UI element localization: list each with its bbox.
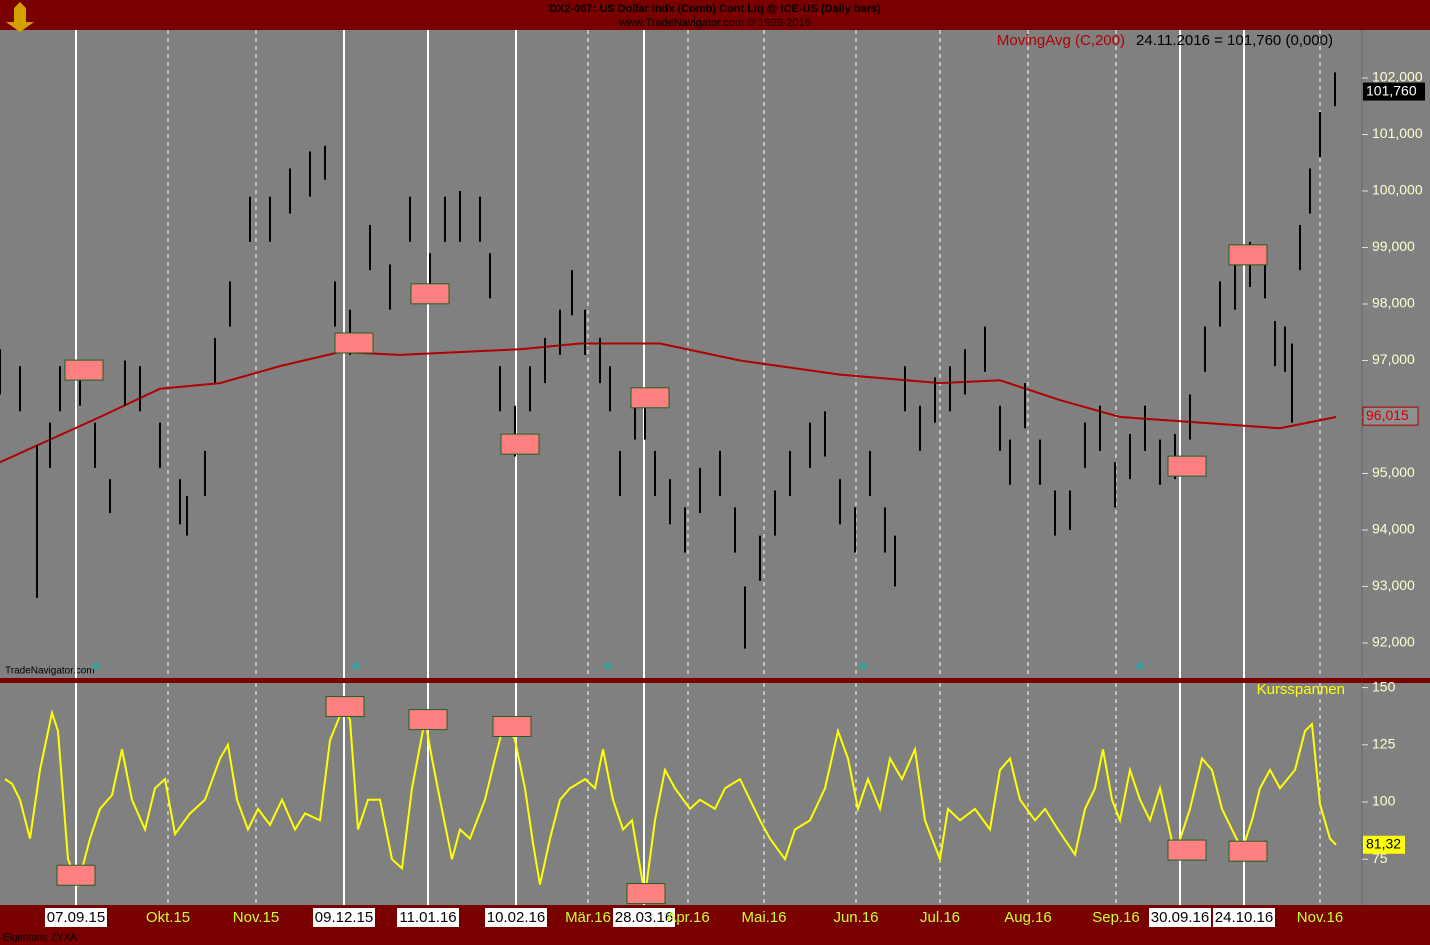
y-tick-label: 98,000	[1372, 295, 1415, 311]
event-markers	[91, 660, 1145, 669]
y-tick-label: 100	[1372, 793, 1396, 809]
x-tick-label: Jun.16	[833, 909, 878, 926]
y-tick-label: 100,000	[1372, 182, 1423, 198]
ma-value-box	[1362, 406, 1419, 426]
signal-box	[1167, 839, 1207, 861]
x-tick-label: Okt.15	[146, 909, 190, 926]
last-value-box	[1363, 82, 1425, 101]
y-tick-label: 99,000	[1372, 238, 1415, 254]
signal-box	[56, 864, 96, 886]
signal-box	[408, 709, 448, 731]
x-tick-label: 30.09.16	[1151, 909, 1209, 926]
moving-average	[0, 342, 1337, 464]
source: TradeNavigator.com	[5, 666, 95, 677]
last-value-label: 81,32	[1366, 835, 1401, 851]
x-tick-highlight	[397, 908, 459, 927]
y-tick-label: 95,000	[1372, 464, 1415, 480]
y-tick-label: 101,000	[1372, 125, 1423, 141]
price-panel	[0, 30, 1430, 678]
x-tick-label: 24.10.16	[1215, 909, 1273, 926]
signal-box	[1167, 455, 1207, 477]
x-tick-label: Nov.16	[1297, 909, 1343, 926]
legend-entry: Kursspannen	[1257, 681, 1345, 698]
oscillator-panel	[0, 683, 1430, 905]
y-tick-label: 150	[1372, 678, 1396, 694]
signal-box	[1228, 840, 1268, 862]
logo	[6, 2, 34, 32]
signal-box	[630, 387, 670, 409]
signal-box	[325, 696, 365, 718]
x-tick-label: Jul.16	[920, 909, 960, 926]
signal-box	[492, 715, 532, 737]
signal-box	[334, 332, 374, 354]
annotation: 24.11.2016 = 101,760 (0,000)	[1136, 32, 1333, 49]
x-tick-highlight	[313, 908, 375, 927]
legend-entry: MovingAvg (C,200)	[997, 32, 1125, 49]
chart-title: DX2-067: US Dollar Indx (Comb) Cont Liq …	[549, 3, 881, 15]
x-tick-label: 28.03.16	[615, 909, 673, 926]
x-tick-highlight	[1149, 908, 1211, 927]
y-tick-label: 102,000	[1372, 69, 1423, 85]
x-tick-label: Apr.16	[666, 909, 709, 926]
signal-box	[1228, 244, 1268, 266]
last-value-label: 101,760	[1366, 82, 1417, 98]
y-tick-label: 125	[1372, 735, 1396, 751]
footer: Eigentum: ZYXA	[3, 933, 77, 944]
ma-value-label: 96,015	[1366, 407, 1409, 423]
chart-subtitle: www.TradeNavigator.com © 1999-2016	[618, 17, 811, 29]
x-tick-label: 10.02.16	[487, 909, 545, 926]
x-tick-highlight	[485, 908, 547, 927]
signal-box	[64, 359, 104, 381]
x-tick-label: 11.01.16	[399, 909, 456, 926]
x-tick-highlight	[613, 908, 675, 927]
last-value-box	[1363, 835, 1405, 854]
x-tick-label: Nov.15	[233, 909, 279, 926]
y-tick-label: 75	[1372, 850, 1388, 866]
y-tick-label: 97,000	[1372, 351, 1415, 367]
x-tick-label: Mai.16	[741, 909, 786, 926]
x-tick-label: Mär.16	[565, 909, 611, 926]
x-tick-label: 07.09.15	[47, 909, 105, 926]
x-tick-highlight	[45, 908, 107, 927]
y-tick-label: 92,000	[1372, 634, 1415, 650]
x-tick-label: 09.12.15	[315, 909, 373, 926]
signal-box	[410, 283, 450, 305]
x-tick-highlight	[1213, 908, 1275, 927]
signal-box	[626, 883, 666, 905]
x-tick-label: Sep.16	[1092, 909, 1140, 926]
y-tick-label: 93,000	[1372, 577, 1415, 593]
oscillator-line	[4, 705, 1337, 897]
y-tick-label: 94,000	[1372, 521, 1415, 537]
signal-box	[500, 433, 540, 455]
x-tick-label: Aug.16	[1004, 909, 1052, 926]
